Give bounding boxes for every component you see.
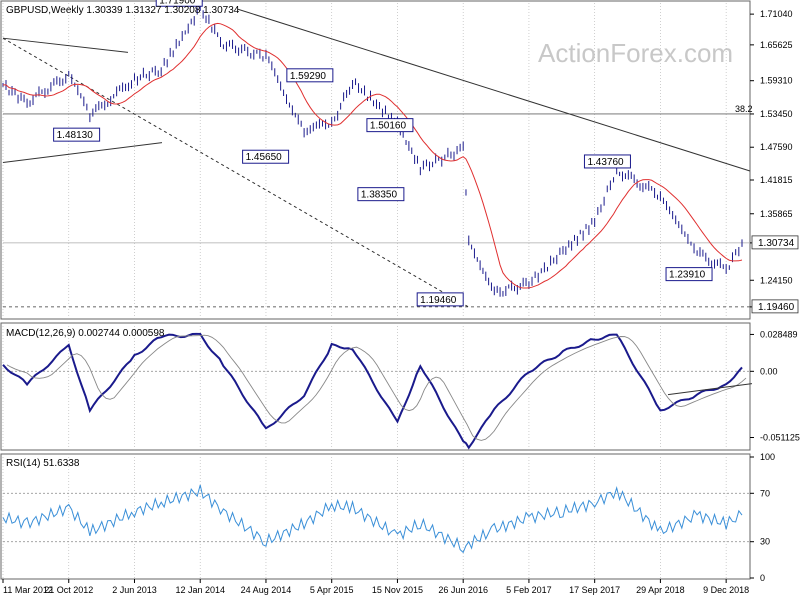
last-price-box bbox=[751, 235, 799, 250]
rsi-plot bbox=[2, 484, 750, 554]
price-annotation-box bbox=[53, 127, 101, 142]
price-y-tick-label: 1.47590 bbox=[760, 142, 793, 152]
x-tick-label: 5 Apr 2015 bbox=[310, 585, 354, 595]
rsi-panel-frame bbox=[0, 453, 751, 580]
support-price-label: 1.19460 bbox=[758, 302, 795, 313]
rsi-y-tick-label: 30 bbox=[760, 537, 770, 547]
price-annotation-box bbox=[583, 154, 631, 169]
macd-y-tick-label: 0.00 bbox=[760, 366, 778, 376]
price-annotation-label: 1.19460 bbox=[420, 295, 457, 306]
moving-average-line bbox=[2, 22, 743, 289]
watermark: ActionForex.com bbox=[538, 38, 733, 68]
x-tick-label: 9 Dec 2018 bbox=[703, 585, 749, 595]
support-price-box bbox=[751, 299, 799, 314]
price-y-tick-label: 1.24150 bbox=[760, 275, 793, 285]
x-tick-label: 2 Jun 2013 bbox=[112, 585, 157, 595]
price-annotation-label: 1.59290 bbox=[290, 71, 327, 82]
price-annotation-label: 1.43760 bbox=[587, 157, 624, 168]
price-y-tick-label: 1.71040 bbox=[760, 9, 793, 19]
x-tick-label: 29 Apr 2018 bbox=[636, 585, 685, 595]
triangle-upper-line bbox=[2, 37, 129, 53]
x-tick-label: 24 Aug 2014 bbox=[241, 585, 292, 595]
price-annotation-label: 1.23910 bbox=[669, 270, 706, 281]
macd-y-tick-label: -0.051125 bbox=[760, 433, 800, 443]
fib-label: 38.2 bbox=[735, 104, 753, 114]
triangle-lower-line bbox=[2, 142, 163, 163]
price-annotation-label: 1.45650 bbox=[246, 152, 283, 163]
price-annotation-label: 1.38350 bbox=[361, 190, 398, 201]
downtrend-line bbox=[237, 8, 751, 172]
x-tick-label: 17 Sep 2017 bbox=[569, 585, 620, 595]
price-panel-frame bbox=[0, 0, 751, 320]
price-y-tick-label: 1.53450 bbox=[760, 109, 793, 119]
macd-plot bbox=[2, 332, 753, 450]
price-plot: 1.71900 1.59290 1.45650 1.48130 1.50160 1.383… bbox=[2, 0, 751, 309]
macd-panel-frame bbox=[0, 322, 751, 451]
x-tick-label: 12 Jan 2014 bbox=[175, 585, 225, 595]
rsi-y-tick-label: 100 bbox=[760, 452, 775, 462]
rsi-title: RSI(14) 51.6338 bbox=[6, 458, 80, 469]
price-y-tick-label: 1.35865 bbox=[760, 209, 793, 219]
x-tick-label: 5 Feb 2017 bbox=[506, 585, 552, 595]
price-annotation-label: 1.71900 bbox=[159, 0, 196, 6]
last-price-label: 1.30734 bbox=[758, 238, 795, 249]
rsi-line bbox=[2, 484, 743, 554]
price-title: GBPUSD,Weekly 1.30339 1.31327 1.30208 1.… bbox=[6, 5, 240, 16]
macd-signal-line bbox=[6, 334, 747, 441]
price-annotation-box bbox=[286, 68, 334, 83]
macd-line bbox=[2, 332, 743, 450]
price-annotation-box bbox=[357, 187, 405, 202]
x-tick-label: 15 Nov 2015 bbox=[372, 585, 423, 595]
price-y-tick-label: 1.41815 bbox=[760, 175, 793, 185]
price-annotation-box bbox=[155, 0, 203, 7]
macd-trend-line bbox=[667, 383, 753, 396]
price-annotation-box bbox=[665, 267, 713, 282]
macd-title: MACD(12,26,9) 0.002744 0.000598 bbox=[6, 328, 165, 339]
x-tick-label: 21 Oct 2012 bbox=[44, 585, 93, 595]
price-y-tick-label: 1.59310 bbox=[760, 76, 793, 86]
price-annotation-box bbox=[242, 149, 290, 164]
price-annotation-box bbox=[416, 292, 464, 307]
x-tick-label: 11 Mar 2012 bbox=[3, 585, 53, 595]
rsi-y-tick-label: 70 bbox=[760, 488, 770, 498]
rsi-y-tick-label: 0 bbox=[760, 573, 765, 583]
price-annotation-label: 1.50160 bbox=[370, 121, 407, 132]
macd-y-tick-label: 0.028489 bbox=[760, 329, 798, 339]
channel-dashed-line bbox=[2, 37, 471, 309]
price-annotation-label: 1.48130 bbox=[57, 130, 94, 141]
price-y-tick-label: 1.65625 bbox=[760, 40, 793, 50]
x-tick-label: 26 Jun 2016 bbox=[438, 585, 488, 595]
price-annotation-box bbox=[366, 118, 414, 133]
